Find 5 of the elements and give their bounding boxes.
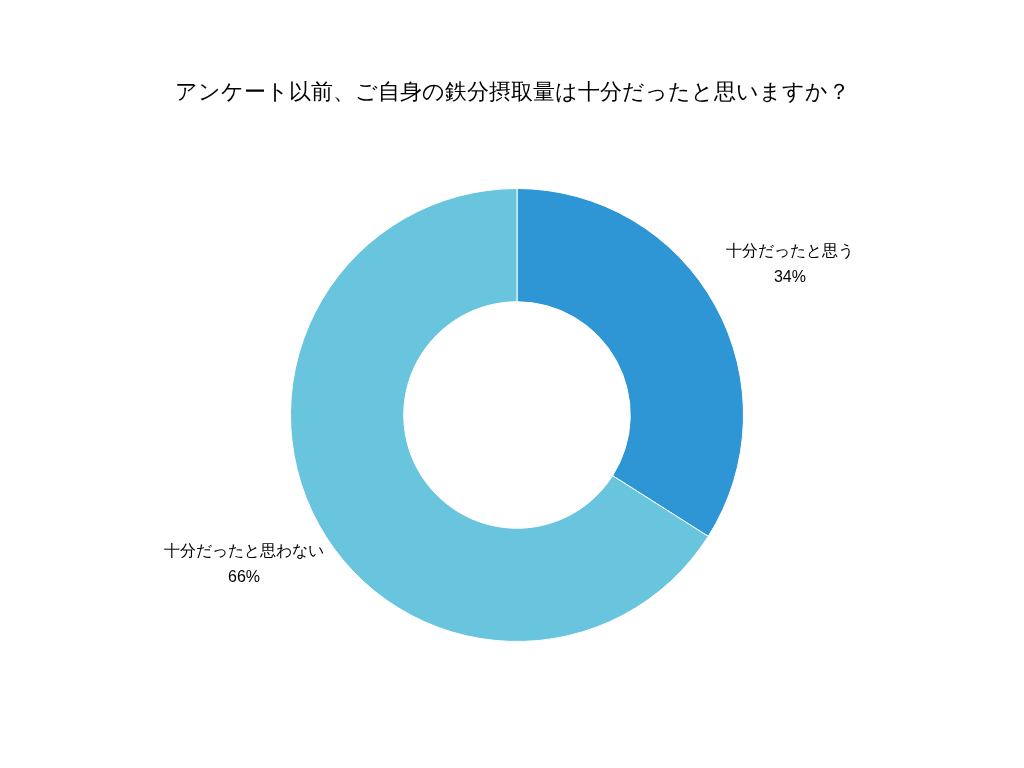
data-label: 34% [773,268,806,286]
slice-label: 十分だったと思う [725,242,854,261]
chart-title: アンケート以前、ご自身の鉄分摂取量は十分だったと思いますか？ [174,79,850,105]
data-label: 66% [228,568,261,586]
slice-label: 十分だったと思わない [164,542,325,560]
